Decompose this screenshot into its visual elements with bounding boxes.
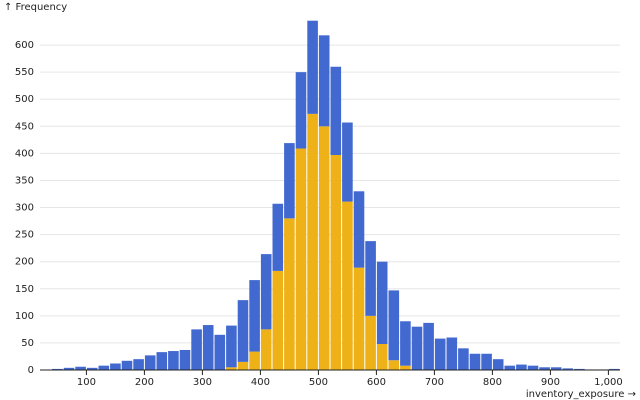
bar <box>434 338 446 370</box>
y-tick-label: 300 <box>15 203 34 214</box>
bar <box>272 203 284 271</box>
bar <box>550 367 562 370</box>
bar <box>133 359 144 370</box>
y-tick-label: 400 <box>15 148 34 159</box>
bar <box>179 349 191 370</box>
bar <box>156 352 168 370</box>
bar <box>492 359 504 370</box>
x-tick-label: 100 <box>77 377 96 388</box>
bar <box>284 218 295 370</box>
y-tick-label: 350 <box>15 175 34 186</box>
y-tick-label: 50 <box>21 338 34 349</box>
bar <box>307 113 318 371</box>
bar <box>237 361 249 370</box>
bar <box>226 367 237 370</box>
bar <box>318 35 330 127</box>
bar <box>284 143 295 219</box>
bar <box>226 325 237 368</box>
bar <box>353 191 365 268</box>
bar <box>446 337 458 370</box>
bar <box>98 365 110 370</box>
y-tick-label: 550 <box>15 67 34 78</box>
bar <box>168 351 179 370</box>
y-tick-label: 150 <box>15 284 34 295</box>
x-tick-label: 600 <box>367 377 386 388</box>
bar <box>202 325 214 370</box>
bar <box>376 344 388 370</box>
bar <box>191 329 202 370</box>
x-tick-label: 400 <box>251 377 270 388</box>
y-tick-label: 0 <box>28 365 34 376</box>
y-tick-label: 500 <box>15 94 34 105</box>
bar <box>237 300 249 362</box>
bar <box>121 360 133 370</box>
bar <box>608 368 620 370</box>
x-tick-label: 1,000 <box>594 377 623 388</box>
bar <box>330 155 342 370</box>
bar <box>330 66 342 156</box>
bar <box>365 241 376 316</box>
bar <box>365 315 376 370</box>
x-tick-label: 800 <box>483 377 502 388</box>
y-tick-label: 200 <box>15 257 34 268</box>
y-tick-label: 600 <box>15 40 34 51</box>
y-axis-label: ↑ Frequency <box>4 2 67 13</box>
bar <box>562 368 574 370</box>
x-axis-label: inventory_exposure → <box>526 389 636 400</box>
bar <box>75 366 86 370</box>
bar <box>458 348 469 370</box>
bar <box>504 365 516 370</box>
bar <box>342 122 353 202</box>
bar <box>249 280 260 352</box>
bar <box>110 363 121 370</box>
bar <box>86 367 98 370</box>
x-tick-label: 500 <box>309 377 328 388</box>
bar <box>376 261 388 345</box>
x-tick-label: 200 <box>135 377 154 388</box>
y-tick-label: 250 <box>15 230 34 241</box>
y-tick-label: 450 <box>15 121 34 132</box>
bar <box>527 365 539 370</box>
bar <box>574 368 585 370</box>
bar <box>63 367 75 370</box>
bar <box>516 364 527 370</box>
bar <box>539 367 550 370</box>
bar <box>144 355 156 370</box>
y-tick-label: 100 <box>15 311 34 322</box>
x-tick-label: 700 <box>425 377 444 388</box>
bar <box>307 20 318 114</box>
bar <box>342 201 353 370</box>
bar <box>52 368 63 370</box>
bar <box>295 148 307 370</box>
bar <box>260 329 272 370</box>
bar <box>400 365 411 370</box>
bar <box>353 267 365 370</box>
bar <box>318 126 330 370</box>
bar <box>481 353 492 370</box>
bar <box>411 326 423 370</box>
bar <box>469 353 481 370</box>
bar <box>272 270 284 370</box>
x-tick-label: 900 <box>541 377 560 388</box>
bar <box>400 321 411 366</box>
bar <box>295 72 307 149</box>
x-tick-label: 300 <box>193 377 212 388</box>
bar <box>388 290 400 361</box>
bar <box>214 334 226 370</box>
bar <box>423 322 434 370</box>
bar <box>249 351 260 370</box>
bar <box>260 254 272 330</box>
bar <box>388 360 400 370</box>
